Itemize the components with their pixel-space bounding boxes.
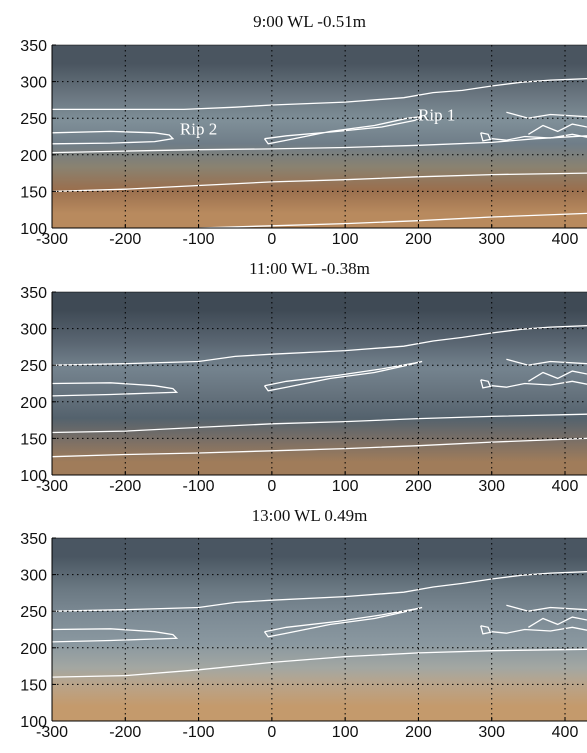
contour-line bbox=[263, 116, 423, 145]
x-tick-label: 100 bbox=[332, 478, 359, 495]
y-tick-label: 350 bbox=[20, 285, 47, 302]
y-tick-label: 300 bbox=[20, 568, 47, 585]
x-tick-label: -300 bbox=[36, 231, 68, 248]
contour-line bbox=[506, 358, 587, 366]
grid bbox=[52, 292, 587, 475]
x-tick-label: 200 bbox=[405, 478, 432, 495]
contour-line bbox=[480, 132, 492, 142]
y-tick-label: 300 bbox=[20, 322, 47, 339]
grid bbox=[52, 538, 587, 721]
contour-line bbox=[491, 626, 587, 634]
y-tick-label: 200 bbox=[20, 395, 47, 412]
photo-image bbox=[52, 45, 587, 228]
contour-group bbox=[52, 325, 587, 458]
y-tick-label: 150 bbox=[20, 677, 47, 694]
x-tick-label: 200 bbox=[405, 724, 432, 741]
x-tick-label: 100 bbox=[332, 231, 359, 248]
contour-line bbox=[528, 370, 587, 382]
annotation-label: Rip 1 bbox=[418, 105, 455, 124]
x-tick-label: 0 bbox=[267, 478, 276, 495]
contour-line bbox=[52, 78, 587, 111]
contour-line bbox=[528, 616, 587, 628]
panel-title: 11:00 WL -0.38m bbox=[249, 259, 370, 278]
contour-line bbox=[506, 604, 587, 612]
x-tick-label: 200 bbox=[405, 231, 432, 248]
contour-line bbox=[52, 382, 179, 397]
y-tick-label: 350 bbox=[20, 38, 47, 55]
x-tick-label: -100 bbox=[183, 478, 215, 495]
x-tick-label: 400 bbox=[552, 478, 579, 495]
y-tick-label: 250 bbox=[20, 604, 47, 621]
y-tick-label: 150 bbox=[20, 184, 47, 201]
contour-line bbox=[52, 130, 175, 145]
x-tick-label: -200 bbox=[109, 231, 141, 248]
x-tick-label: 100 bbox=[332, 724, 359, 741]
photo-image bbox=[52, 292, 587, 475]
photo-background bbox=[52, 45, 587, 228]
contour-line bbox=[506, 111, 587, 119]
contour-line bbox=[491, 380, 587, 388]
y-tick-label: 200 bbox=[20, 641, 47, 658]
y-tick-label: 200 bbox=[20, 148, 47, 165]
annotation-label: Rip 2 bbox=[180, 119, 217, 138]
contour-line bbox=[263, 360, 423, 392]
x-tick-label: 300 bbox=[478, 724, 505, 741]
contour-line bbox=[52, 325, 587, 366]
photo-image bbox=[52, 538, 587, 721]
x-tick-label: 400 bbox=[552, 231, 579, 248]
panel-1: 9:00 WL -0.51m 100 150 200 250 300 350 -300 -200… bbox=[20, 12, 587, 248]
panel-3: 13:00 WL 0.49m 100 150 200 250 300 350 -300 -200… bbox=[20, 506, 587, 741]
grid bbox=[52, 45, 587, 228]
x-tick-label: 0 bbox=[267, 231, 276, 248]
panel-2: 11:00 WL -0.38m 100 150 200 250 300 350 -300 -20… bbox=[20, 259, 587, 495]
contour-line bbox=[52, 648, 587, 678]
contour-line bbox=[52, 172, 587, 193]
x-tick-label: -300 bbox=[36, 478, 68, 495]
panel-title: 9:00 WL -0.51m bbox=[253, 12, 366, 31]
contour-line bbox=[52, 413, 587, 434]
y-tick-label: 300 bbox=[20, 75, 47, 92]
y-tick-label: 250 bbox=[20, 111, 47, 128]
x-tick-label: -200 bbox=[109, 724, 141, 741]
x-tick-label: -100 bbox=[183, 724, 215, 741]
contour-line bbox=[52, 571, 587, 612]
x-tick-label: 300 bbox=[478, 478, 505, 495]
x-tick-label: 0 bbox=[267, 724, 276, 741]
contour-line bbox=[263, 606, 423, 638]
y-tick-label: 100 bbox=[20, 468, 47, 485]
panel-title: 13:00 WL 0.49m bbox=[252, 506, 368, 525]
photo-background bbox=[52, 538, 587, 721]
x-tick-label: -300 bbox=[36, 724, 68, 741]
y-tick-label: 250 bbox=[20, 358, 47, 375]
contour-line bbox=[480, 625, 492, 635]
contour-line bbox=[52, 437, 587, 458]
x-tick-label: 400 bbox=[552, 724, 579, 741]
contour-line bbox=[52, 628, 179, 643]
contour-line bbox=[491, 133, 587, 141]
contour-line bbox=[480, 379, 492, 389]
y-tick-label: 350 bbox=[20, 531, 47, 548]
x-tick-label: -100 bbox=[183, 231, 215, 248]
y-tick-label: 100 bbox=[20, 714, 47, 731]
contour-line bbox=[198, 212, 587, 228]
contour-line bbox=[528, 123, 587, 135]
contour-group bbox=[52, 571, 587, 678]
contour-group bbox=[52, 78, 587, 228]
y-tick-label: 100 bbox=[20, 221, 47, 238]
x-tick-label: 300 bbox=[478, 231, 505, 248]
photo-background bbox=[52, 292, 587, 475]
contour-line bbox=[52, 135, 587, 154]
y-tick-label: 150 bbox=[20, 431, 47, 448]
x-tick-label: -200 bbox=[109, 478, 141, 495]
